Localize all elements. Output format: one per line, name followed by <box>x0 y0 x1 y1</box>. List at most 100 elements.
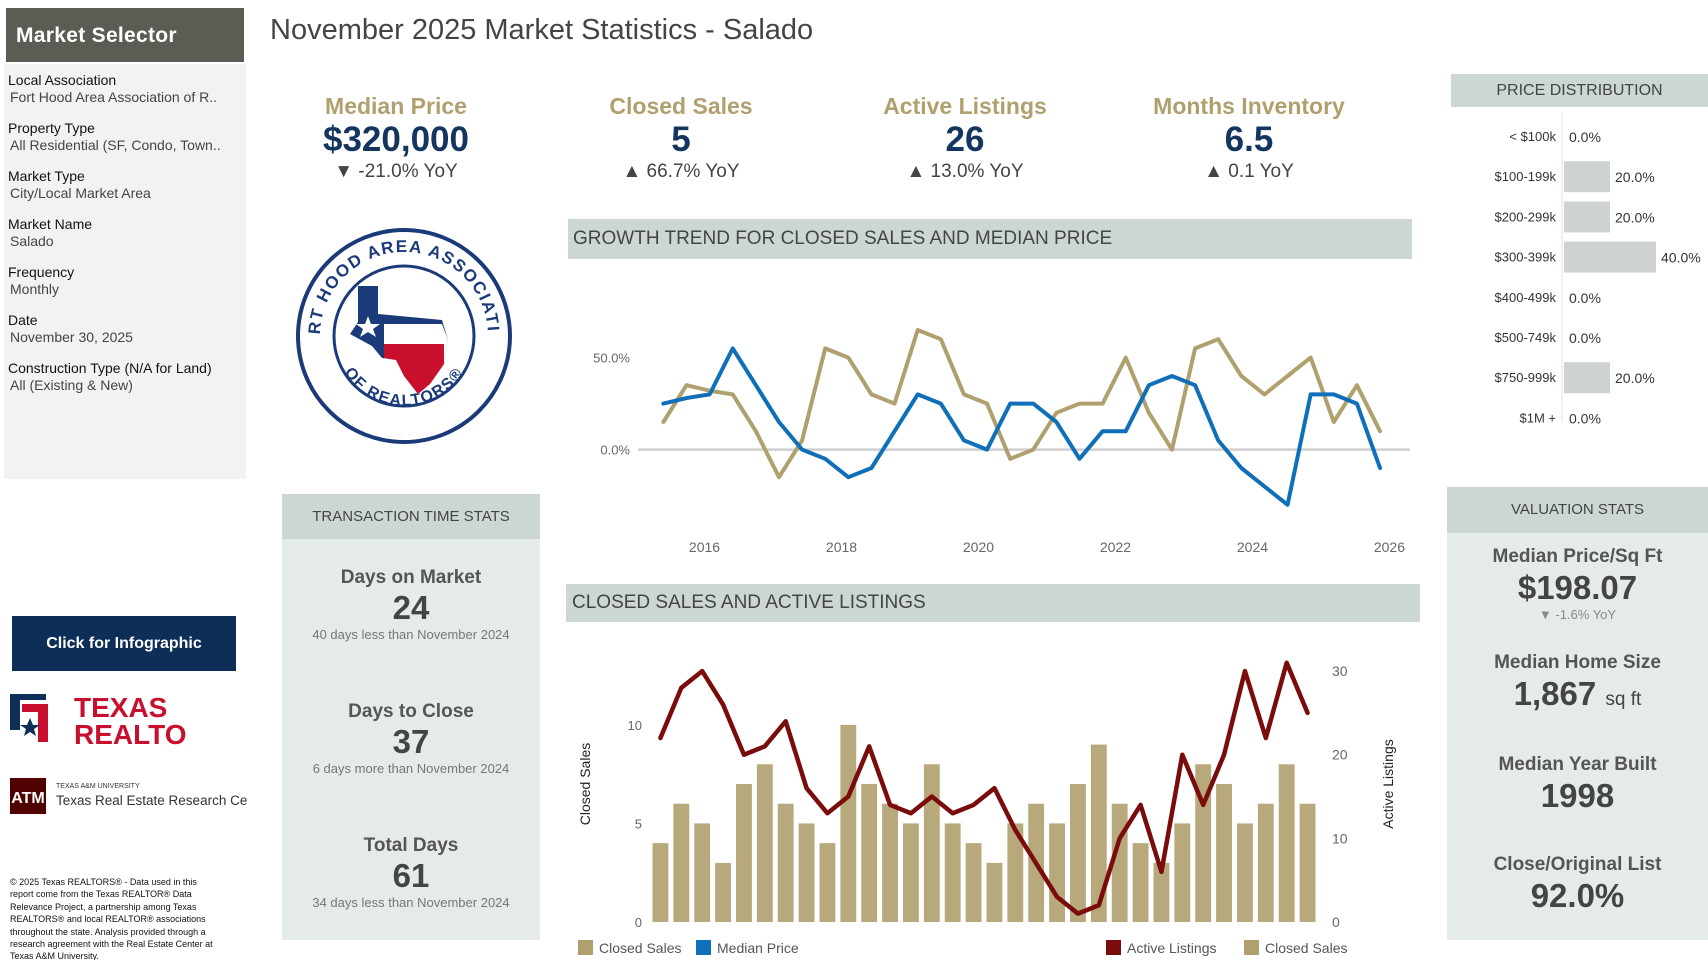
filter-value[interactable]: Fort Hood Area Association of R.. <box>10 89 217 105</box>
price-bar <box>1564 161 1610 193</box>
price-distribution-chart: < $100k 0.0% $100-199k 20.0% $200-299k 20.0% $… <box>1495 112 1701 426</box>
filter-value[interactable]: Monthly <box>10 281 60 297</box>
closed-sales-bar <box>819 843 836 922</box>
price-bar <box>1564 201 1610 233</box>
growth-y-tick-label: 0.0% <box>600 443 630 458</box>
legend-label: Closed Sales <box>1265 940 1348 956</box>
legend-closed-sales: Closed Sales <box>1244 940 1348 956</box>
valuation-stats: VALUATION STATS Median Price/Sq Ft $198.… <box>1447 487 1708 940</box>
stat-value: 61 <box>392 857 430 894</box>
copyright-line: Relevance Project, a partnership among T… <box>10 901 197 912</box>
filter-label: Market Type <box>8 168 85 184</box>
price-value-label: 0.0% <box>1569 290 1601 306</box>
kpi-change: ▲ 13.0% YoY <box>906 161 1024 182</box>
closed-sales-bar <box>840 724 857 922</box>
price-category-label: $400-499k <box>1495 290 1557 305</box>
price-value-label: 0.0% <box>1569 330 1601 346</box>
active-listings-line <box>658 660 1310 916</box>
star-icon <box>356 316 380 337</box>
logo-shape-red <box>22 704 48 742</box>
copyright-notice: © 2025 Texas REALTORS® - Data used in th… <box>10 876 242 960</box>
closed-sales-bar <box>903 823 919 922</box>
closed-sales-bar <box>1278 764 1295 922</box>
closed-sales-bar <box>694 823 711 922</box>
filter-market-type[interactable]: Market Type City/Local Market Area <box>8 168 242 202</box>
stat-label: Close/Original List <box>1493 854 1662 875</box>
stat-median-home-size: Median Home Size 1,867 sq ft <box>1447 651 1708 719</box>
stat-days-to-close: Days to Close 37 6 days more than Novemb… <box>282 700 540 778</box>
closed-y-tick-label: 0 <box>635 915 642 930</box>
filter-value[interactable]: All (Existing & New) <box>10 377 133 393</box>
closed-sales-bar <box>1090 744 1107 922</box>
growth-x-tick-label: 2026 <box>1374 539 1405 555</box>
closed-sales-bar <box>715 862 731 922</box>
growth-x-tick-label: 2016 <box>689 539 720 555</box>
closed-sales-bar <box>652 843 669 922</box>
stat-note: 34 days less than November 2024 <box>312 895 510 910</box>
price-value-label: 0.0% <box>1569 129 1601 145</box>
legend-label: Closed Sales <box>599 940 682 956</box>
legend-label: Median Price <box>717 940 799 956</box>
growth-trend-chart: 0.0% 50.0% 2016 2018 2020 2022 2024 2026 <box>593 328 1410 555</box>
filter-date[interactable]: Date November 30, 2025 <box>8 312 242 346</box>
closed-sales-bar <box>965 843 982 922</box>
closed-sales-bar <box>1299 803 1316 922</box>
tamu-mark-icon <box>10 778 46 814</box>
stat-note: 40 days less than November 2024 <box>312 627 510 642</box>
kpi-value: 5 <box>671 120 691 159</box>
listings-y-tick-label: 0 <box>1332 914 1340 930</box>
stat-value: $198.07 <box>1517 569 1638 606</box>
kpi-label: Active Listings <box>883 93 1047 119</box>
filter-label: Property Type <box>8 120 95 136</box>
price-bar <box>1564 241 1656 273</box>
growth-series-line-closed-sales <box>661 328 1383 480</box>
filter-market-name[interactable]: Market Name Salado <box>8 216 242 250</box>
legend-swatch <box>1244 940 1259 955</box>
closed-sales-bar <box>1132 843 1149 922</box>
valuation-title: VALUATION STATS <box>1447 487 1708 533</box>
copyright-line: report come from the Texas REALTOR® Data <box>10 889 192 900</box>
texas-flag-icon <box>350 286 448 394</box>
closed-sales-bar <box>777 803 794 922</box>
filter-value[interactable]: All Residential (SF, Condo, Town.. <box>10 137 221 153</box>
stat-label: Median Year Built <box>1498 754 1657 775</box>
filter-value[interactable]: Salado <box>10 233 54 249</box>
stat-number: 1,867 <box>1513 675 1597 712</box>
kpi-median-price: Median Price $320,000 ▼ -21.0% YoY <box>276 92 516 184</box>
legend-growth-median-price: Median Price <box>696 940 799 956</box>
stat-value: 1,867 sq ft <box>1447 675 1708 719</box>
texas-realtors-word-2: REALTORS <box>74 719 188 746</box>
sidebar-fields: Local Association Fort Hood Area Associa… <box>4 64 246 479</box>
texas-realtors-word-1: TEXAS <box>74 692 167 723</box>
filter-frequency[interactable]: Frequency Monthly <box>8 264 242 298</box>
closed-sales-bar <box>673 803 690 922</box>
filter-label: Local Association <box>8 72 117 88</box>
legend-swatch <box>696 940 711 955</box>
filter-value[interactable]: City/Local Market Area <box>10 185 151 201</box>
stat-label: Days on Market <box>340 567 482 588</box>
stat-label: Median Home Size <box>1494 652 1661 673</box>
filter-construction-type[interactable]: Construction Type (N/A for Land) All (Ex… <box>8 360 242 394</box>
stat-close-original-list: Close/Original List 92.0% <box>1447 853 1708 915</box>
stat-days-on-market: Days on Market 24 40 days less than Nove… <box>282 566 540 644</box>
legend-growth-closed-sales: Closed Sales <box>578 940 682 956</box>
closed-sales-bar <box>1174 823 1191 922</box>
growth-series-line-median-price <box>661 346 1383 507</box>
closed-sales-bar <box>1070 784 1086 922</box>
filter-local-association[interactable]: Local Association Fort Hood Area Associa… <box>8 72 242 106</box>
transaction-time-stats: TRANSACTION TIME STATS Days on Market 24… <box>282 494 540 940</box>
closed-sales-bar <box>882 803 898 922</box>
infographic-button[interactable]: Click for Infographic <box>12 616 236 671</box>
closed-sales-bar <box>944 823 961 922</box>
price-value-label: 40.0% <box>1661 250 1701 266</box>
growth-x-tick-label: 2018 <box>826 539 857 555</box>
closed-sales-bar <box>798 823 815 922</box>
listings-y-tick-label: 30 <box>1332 663 1348 679</box>
filter-value[interactable]: November 30, 2025 <box>10 329 133 345</box>
copyright-line: research agreement with the Real Estate … <box>10 939 213 950</box>
filter-property-type[interactable]: Property Type All Residential (SF, Condo… <box>8 120 242 154</box>
stat-median-year-built: Median Year Built 1998 <box>1447 753 1708 815</box>
closed-sales-bar <box>1216 784 1232 922</box>
closed-sales-bar <box>756 764 773 922</box>
